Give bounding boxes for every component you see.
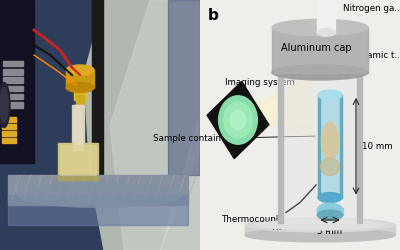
Bar <box>72 105 84 150</box>
Ellipse shape <box>18 182 182 208</box>
Ellipse shape <box>66 65 94 75</box>
Bar <box>318 208 342 215</box>
Ellipse shape <box>0 88 8 122</box>
Text: 10 mm: 10 mm <box>362 142 393 151</box>
Ellipse shape <box>66 82 94 92</box>
Text: Imaging system: Imaging system <box>225 78 294 87</box>
Text: Furnace heater: Furnace heater <box>0 249 1 250</box>
Ellipse shape <box>318 210 342 220</box>
Text: 5 mm: 5 mm <box>318 228 342 236</box>
Bar <box>278 70 283 222</box>
Bar <box>357 70 362 222</box>
Bar <box>2 116 16 121</box>
Text: b: b <box>208 8 219 22</box>
Bar <box>8 175 188 200</box>
Ellipse shape <box>0 82 10 128</box>
Ellipse shape <box>317 29 335 36</box>
Ellipse shape <box>224 102 252 138</box>
Text: Rotation stage: Rotation stage <box>272 223 336 232</box>
Polygon shape <box>240 75 310 138</box>
Bar <box>168 0 200 175</box>
Polygon shape <box>207 82 269 158</box>
Bar <box>58 176 98 180</box>
Bar <box>274 28 366 72</box>
Bar <box>317 0 335 32</box>
Bar <box>340 95 342 198</box>
Bar <box>3 69 23 74</box>
Polygon shape <box>160 112 200 250</box>
Bar <box>318 95 342 198</box>
Bar <box>272 28 368 72</box>
Bar <box>318 95 320 198</box>
Bar <box>0 0 34 162</box>
Bar <box>76 95 84 110</box>
Bar <box>3 102 23 108</box>
Bar <box>3 61 23 66</box>
Bar <box>74 82 86 100</box>
Ellipse shape <box>318 203 342 217</box>
Bar <box>2 124 16 128</box>
Bar <box>278 70 362 222</box>
Bar <box>3 86 23 91</box>
Text: Thermocouple: Thermocouple <box>221 215 284 224</box>
Bar <box>3 94 23 99</box>
Bar <box>92 0 103 188</box>
Text: Sample container: Sample container <box>153 134 315 142</box>
Ellipse shape <box>245 218 395 232</box>
Bar <box>8 200 188 225</box>
Ellipse shape <box>272 65 368 80</box>
Ellipse shape <box>278 62 362 78</box>
Bar <box>66 70 94 87</box>
Bar <box>3 77 23 83</box>
Ellipse shape <box>245 228 395 242</box>
Bar <box>60 145 96 178</box>
Bar <box>2 130 16 136</box>
Ellipse shape <box>318 192 342 202</box>
Ellipse shape <box>318 90 342 100</box>
Bar <box>58 142 98 180</box>
Ellipse shape <box>320 158 340 176</box>
Bar <box>245 225 395 235</box>
Ellipse shape <box>256 220 384 230</box>
Bar <box>74 105 82 150</box>
Text: Ceramic t...: Ceramic t... <box>352 50 400 59</box>
Polygon shape <box>110 0 200 250</box>
Ellipse shape <box>272 20 368 36</box>
Bar <box>2 138 16 142</box>
Text: Aluminum cap: Aluminum cap <box>281 42 351 52</box>
Polygon shape <box>84 0 200 250</box>
Text: Nitrogen ga...: Nitrogen ga... <box>343 4 400 13</box>
Bar <box>8 195 188 205</box>
Ellipse shape <box>230 110 246 130</box>
Ellipse shape <box>321 122 339 160</box>
Ellipse shape <box>219 96 257 144</box>
Polygon shape <box>240 88 310 125</box>
